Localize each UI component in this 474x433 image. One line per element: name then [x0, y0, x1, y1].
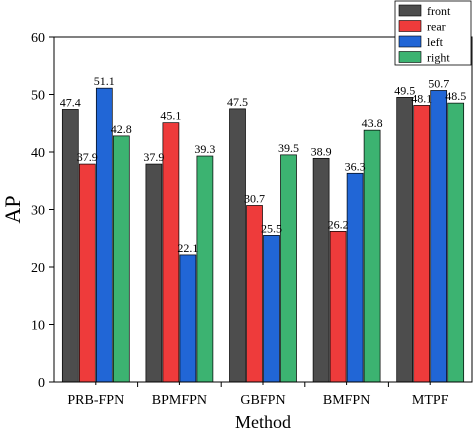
bar-bpmfpn-right — [196, 155, 214, 383]
data-label-prb-fpn-rear: 37.9 — [77, 150, 98, 164]
legend-label-rear: rear — [427, 20, 446, 34]
x-tick-label-prb-fpn: PRB-FPN — [67, 393, 124, 408]
x-tick-label-bmfpn: BMFPN — [323, 393, 370, 408]
y-axis-title: AP — [0, 195, 25, 223]
bar-prb-fpn-right — [112, 135, 130, 383]
legend-swatch-rear — [398, 20, 422, 32]
y-tick-label: 50 — [31, 89, 45, 104]
bar-value-labels: 47.4 37.9 51.1 42.8 37.9 45.1 22.1 39.3 47.5 30.7… — [60, 74, 466, 255]
bar-bmfpn-right — [363, 129, 381, 383]
x-axis-title: Method — [235, 412, 291, 432]
bar-gbfpn-front — [229, 108, 246, 383]
x-tick-label-bpmfpn: BPMFPN — [152, 393, 207, 408]
y-tick-label: 40 — [31, 146, 45, 161]
data-label-bpmfpn-rear: 45.1 — [160, 109, 181, 123]
legend-label-front: front — [427, 4, 451, 18]
x-axis-ticks: PRB-FPN BPMFPN GBFPN BMFPN MTPF — [67, 382, 449, 408]
plot-frame — [53, 36, 473, 383]
bar-bmfpn-front — [312, 157, 330, 383]
bar-mtpf-left — [430, 90, 448, 383]
data-label-mtpf-left: 50.7 — [428, 76, 449, 90]
data-label-gbfpn-right: 39.5 — [278, 141, 299, 155]
data-label-gbfpn-left: 25.5 — [261, 221, 282, 235]
bar-bmfpn-rear — [329, 231, 347, 383]
legend-swatch-right — [398, 51, 422, 63]
data-label-bmfpn-right: 43.8 — [362, 116, 383, 130]
bar-prb-fpn-rear — [78, 163, 96, 383]
data-label-bmfpn-rear: 26.2 — [328, 217, 349, 231]
legend-swatch-front — [398, 4, 422, 17]
legend-label-right: right — [427, 51, 450, 65]
data-label-gbfpn-front: 47.5 — [227, 95, 248, 109]
y-tick-label: 10 — [31, 319, 45, 334]
data-label-mtpf-front: 49.5 — [394, 83, 415, 97]
data-label-bmfpn-left: 36.3 — [345, 159, 366, 173]
y-axis-ticks: 0 10 20 30 40 50 60 — [31, 31, 54, 391]
y-tick-label: 60 — [31, 31, 45, 46]
bar-bpmfpn-front — [145, 163, 163, 383]
data-label-bpmfpn-front: 37.9 — [143, 150, 164, 164]
data-label-bpmfpn-right: 39.3 — [194, 142, 215, 156]
data-label-prb-fpn-left: 51.1 — [94, 74, 115, 88]
data-label-prb-fpn-front: 47.4 — [60, 95, 81, 109]
bar-bmfpn-left — [346, 172, 364, 383]
y-tick-label: 20 — [31, 261, 45, 276]
data-label-mtpf-rear: 48.1 — [411, 91, 432, 105]
bar-gbfpn-right — [280, 154, 297, 383]
bar-bpmfpn-left — [179, 254, 197, 383]
data-label-bpmfpn-left: 22.1 — [177, 241, 198, 255]
bar-mtpf-front — [396, 97, 414, 383]
data-label-mtpf-right: 48.5 — [445, 89, 466, 103]
y-tick-label: 30 — [31, 204, 45, 219]
bar-mtpf-rear — [413, 105, 431, 383]
bar-mtpf-right — [447, 102, 465, 383]
data-label-prb-fpn-right: 42.8 — [111, 122, 132, 136]
data-label-gbfpn-rear: 30.7 — [244, 191, 265, 205]
data-label-bmfpn-front: 38.9 — [311, 144, 332, 158]
y-tick-label: 0 — [38, 376, 45, 391]
x-tick-label-gbfpn: GBFPN — [240, 393, 285, 408]
bar-gbfpn-left — [263, 235, 280, 383]
bars — [61, 87, 465, 383]
legend-label-left: left — [427, 35, 444, 49]
x-tick-label-mtpf: MTPF — [412, 393, 449, 408]
legend-swatch-left — [398, 35, 422, 48]
